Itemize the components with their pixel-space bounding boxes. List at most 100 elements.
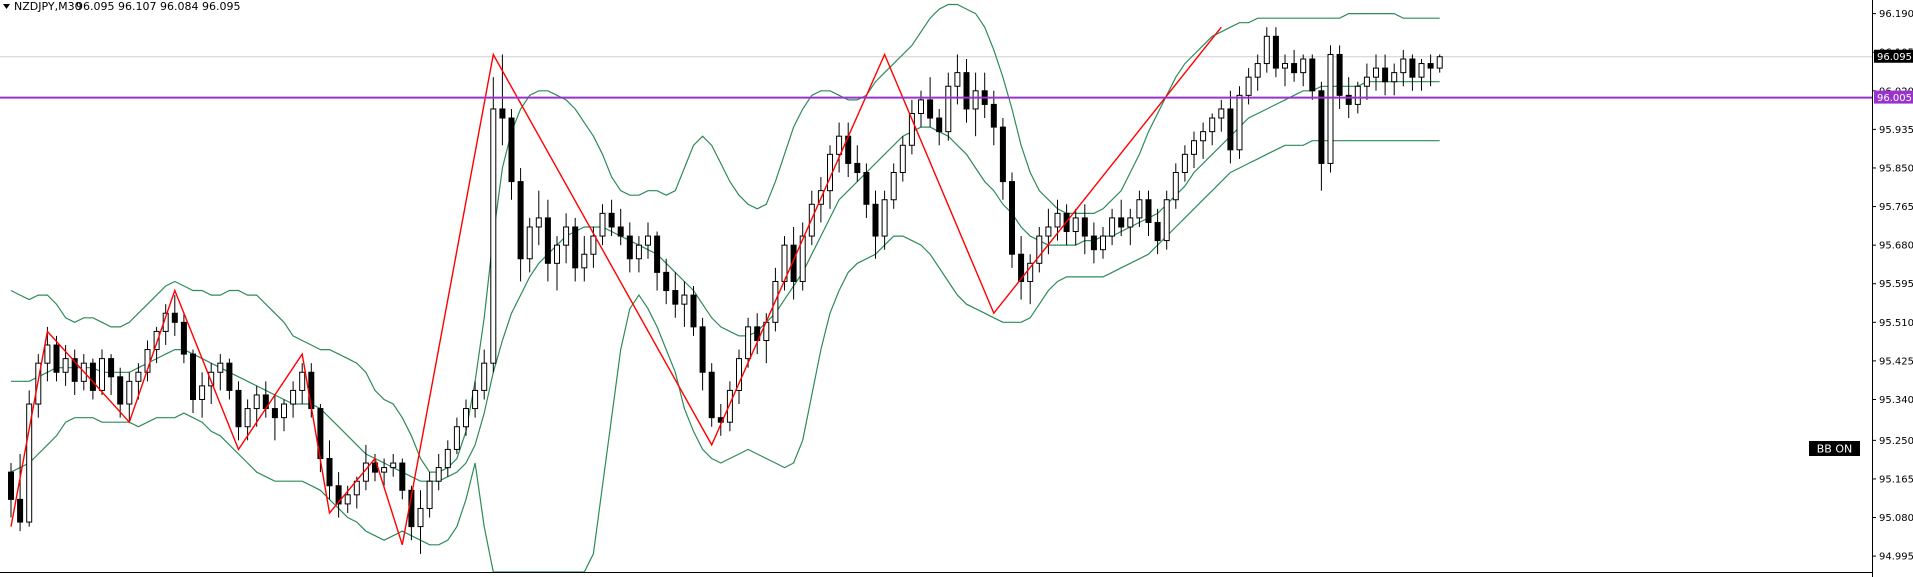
candle-body-bear xyxy=(608,212,615,228)
candle-body-bull xyxy=(463,408,469,428)
bb-badge[interactable]: BB ON xyxy=(1809,441,1860,456)
candle-body-bull xyxy=(954,72,961,87)
candle-body-bull xyxy=(135,371,142,382)
candle xyxy=(8,463,14,518)
candle-body-bull xyxy=(435,467,442,482)
candle xyxy=(180,313,187,364)
candle xyxy=(171,295,178,336)
candle-body-bull xyxy=(681,294,688,305)
candle xyxy=(481,349,488,400)
candle xyxy=(472,381,479,418)
candle-body-bear xyxy=(1318,90,1325,164)
candle xyxy=(781,236,788,291)
price-tick-label: 95.510 xyxy=(1879,318,1913,329)
candle xyxy=(1209,113,1216,146)
candle-body-bull xyxy=(590,235,597,255)
candle-body-bear xyxy=(790,244,797,282)
ohlc-label: 96.095 96.107 96.084 96.095 xyxy=(76,0,240,13)
candle-body-bull xyxy=(1400,58,1407,74)
price-tick-label: 95.935 xyxy=(1879,125,1913,136)
candle-body-bear xyxy=(672,290,679,305)
candle-body-bear xyxy=(1145,199,1152,223)
candle-body-bear xyxy=(663,271,670,292)
candle xyxy=(1245,68,1252,105)
candle xyxy=(190,349,196,414)
candle xyxy=(463,399,469,436)
candle-body-bull xyxy=(1127,217,1134,228)
bollinger-lower-line xyxy=(10,140,1440,573)
candle xyxy=(271,394,278,441)
candle-body-bull xyxy=(526,226,533,260)
candle-body-bear xyxy=(690,294,697,328)
zigzag-indicator xyxy=(10,26,1222,546)
candle-body-bull xyxy=(253,394,260,410)
candle xyxy=(908,99,915,155)
candle-body-bull xyxy=(199,385,206,400)
candle xyxy=(736,349,742,405)
horizontal-line-tag xyxy=(1874,90,1913,104)
candle-body-bull xyxy=(1300,58,1307,74)
candle xyxy=(1154,208,1161,255)
candle-body-bear xyxy=(1427,63,1434,69)
candle xyxy=(126,372,133,423)
candle-body-bull xyxy=(1209,117,1216,133)
triangle-down-icon[interactable] xyxy=(3,4,10,9)
candle xyxy=(745,317,752,368)
candle-body-bull xyxy=(899,144,906,174)
price-tick-label: 96.190 xyxy=(1879,9,1913,20)
candle xyxy=(1309,54,1316,100)
candle-body-bear xyxy=(508,117,515,183)
candle xyxy=(89,358,96,400)
candle xyxy=(617,208,624,246)
candle xyxy=(1127,208,1134,246)
candle xyxy=(708,363,715,427)
candle xyxy=(1263,27,1270,73)
candle-body-bear xyxy=(963,72,970,110)
candle xyxy=(71,349,78,395)
candle-body-bull xyxy=(281,403,287,419)
candle-body-bull xyxy=(217,362,224,373)
candle-body-bull xyxy=(908,112,915,146)
candle xyxy=(544,199,551,282)
price-tick-label: 95.250 xyxy=(1879,436,1913,447)
candle-body-bear xyxy=(708,371,715,419)
candle-body-bear xyxy=(990,103,997,128)
candle-body-bear xyxy=(699,326,706,373)
candle-body-bear xyxy=(1272,35,1279,69)
candle xyxy=(426,472,433,518)
candle-body-bull xyxy=(426,480,433,509)
candle xyxy=(1218,99,1225,132)
candle-body-bull xyxy=(799,235,806,282)
candle-body-bear xyxy=(171,312,178,323)
candle-body-bear xyxy=(53,344,60,373)
price-tick-label: 95.340 xyxy=(1879,395,1913,406)
candle-body-bear xyxy=(235,389,242,428)
candle-body-bull xyxy=(26,403,33,523)
candle-body-bull xyxy=(1191,140,1197,155)
candle xyxy=(1081,204,1088,255)
candle xyxy=(1181,145,1188,182)
candle xyxy=(1318,81,1325,191)
bollinger-middle-line xyxy=(11,81,1440,482)
candle xyxy=(981,72,988,119)
candle xyxy=(645,222,651,259)
candle-body-bull xyxy=(153,330,160,351)
candlestick-series xyxy=(8,27,1443,554)
candle xyxy=(563,213,570,264)
candle xyxy=(790,226,797,300)
candle-body-bull xyxy=(836,135,843,155)
candle xyxy=(663,258,670,305)
candle xyxy=(1254,54,1261,91)
candle-body-bull xyxy=(1282,63,1288,69)
candle xyxy=(554,236,560,291)
candle xyxy=(890,163,897,209)
candle-body-bull xyxy=(453,426,460,450)
candle-body-bull xyxy=(1236,94,1243,151)
candle xyxy=(1090,222,1097,264)
candle xyxy=(1018,236,1025,300)
candle-body-bull xyxy=(1200,131,1207,142)
candle xyxy=(108,354,115,395)
candle xyxy=(99,349,105,395)
